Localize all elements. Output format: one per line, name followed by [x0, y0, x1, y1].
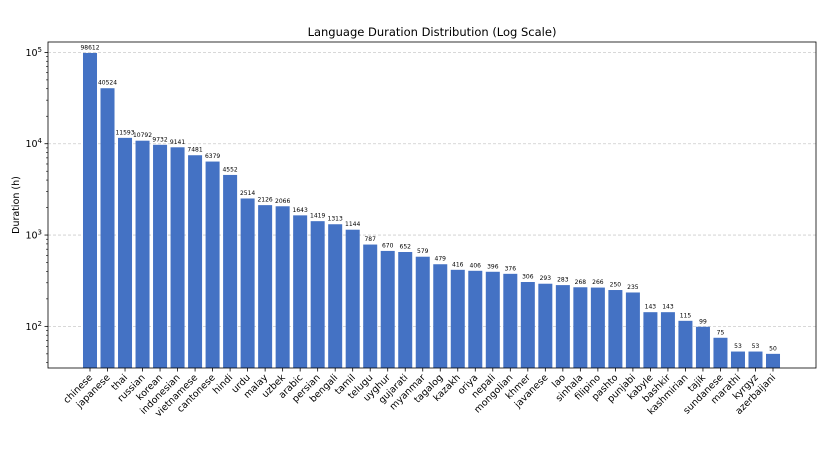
bar-sundanese — [713, 337, 728, 368]
bar-value-label: 9732 — [152, 136, 167, 143]
bar-cantonese — [205, 161, 220, 368]
bar-vietnamese — [188, 155, 203, 368]
bar-value-label: 235 — [627, 284, 639, 291]
bar-value-label: 4552 — [222, 166, 237, 173]
bar-value-label: 98612 — [80, 44, 99, 51]
bar-myanmar — [415, 256, 430, 368]
bar-value-label: 406 — [470, 262, 482, 269]
y-tick-label: 105 — [25, 46, 42, 59]
plot-frame — [47, 41, 817, 369]
bar-value-label: 266 — [592, 279, 604, 286]
bar-value-label: 2126 — [257, 197, 272, 204]
bar-value-label: 7481 — [187, 147, 202, 154]
bar-value-label: 268 — [575, 279, 587, 286]
bar-value-label: 293 — [540, 275, 552, 282]
y-axis-ticks: 102 103 104 105 — [25, 46, 48, 364]
bar-gujarati — [398, 252, 413, 368]
bar-bashkir — [660, 312, 675, 368]
bar-value-label: 143 — [662, 304, 674, 311]
bar-value-label: 50 — [769, 345, 777, 352]
bar-value-label: 376 — [505, 265, 517, 272]
bar-value-label: 99 — [699, 318, 707, 325]
bar-uyghur — [380, 250, 395, 368]
bar-tajik — [695, 326, 710, 368]
bar-uzbek — [275, 206, 290, 368]
bar-value-label: 250 — [610, 282, 622, 289]
bar-kazakh — [450, 269, 465, 368]
bar-value-label: 6379 — [205, 153, 220, 160]
bar-japanese — [100, 88, 115, 368]
bar-value-label: 143 — [645, 304, 657, 311]
bar-sinhala — [573, 287, 588, 368]
y-axis-label: Duration (h) — [11, 176, 22, 234]
bar-value-label: 306 — [522, 274, 534, 281]
bar-value-label: 1419 — [310, 213, 325, 220]
bar-persian — [310, 221, 325, 368]
bar-bengali — [328, 224, 343, 368]
bar-russian — [135, 140, 150, 368]
bar-value-label: 1313 — [328, 216, 343, 223]
bar-pashto — [608, 290, 623, 368]
bar-khmer — [520, 282, 535, 368]
bar-value-label: 75 — [717, 329, 725, 336]
bar-value-label: 396 — [487, 263, 499, 270]
bar-azerbaijani — [765, 353, 781, 368]
bar-value-label: 10792 — [133, 132, 152, 139]
bar-value-label: 40524 — [98, 80, 117, 87]
bar-value-label: 9141 — [170, 139, 185, 146]
bar-value-label: 2066 — [275, 198, 290, 205]
chart-title: Language Duration Distribution (Log Scal… — [308, 25, 557, 39]
bar-lao — [555, 285, 570, 368]
bar-value-label: 53 — [752, 343, 760, 350]
bar-value-label: 787 — [364, 236, 376, 243]
bar-value-label: 53 — [734, 343, 742, 350]
bar-thai — [118, 137, 133, 368]
bar-oriya — [468, 270, 483, 368]
bar-tamil — [345, 229, 360, 368]
bar-value-label: 1643 — [293, 207, 308, 214]
bar-value-label: 283 — [557, 277, 569, 284]
bar-value-label: 579 — [417, 248, 429, 255]
bar-value-label: 416 — [452, 261, 464, 268]
bar-marathi — [730, 351, 745, 368]
bar-punjabi — [625, 292, 640, 368]
bar-kyrgyz — [748, 351, 763, 368]
bar-hindi — [223, 174, 238, 368]
bar-nepali — [485, 271, 500, 368]
bars — [82, 52, 781, 369]
bar-value-label: 11593 — [115, 129, 134, 136]
bar-indonesian — [170, 147, 185, 368]
bar-value-label: 652 — [400, 244, 412, 251]
bar-korean — [153, 144, 168, 368]
bar-value-label: 479 — [435, 256, 447, 263]
bar-kabyle — [643, 312, 658, 368]
y-tick-label: 102 — [25, 320, 42, 333]
bar-arabic — [293, 215, 308, 368]
bar-urdu — [240, 198, 255, 368]
bar-malay — [258, 205, 273, 368]
bar-value-label: 670 — [382, 242, 394, 249]
bar-chinese — [82, 52, 98, 369]
bar-kashmirian — [678, 320, 693, 368]
bar-telugu — [363, 244, 378, 368]
bar-filipino — [590, 287, 605, 368]
y-tick-label: 103 — [25, 229, 42, 242]
bar-mongolian — [503, 273, 518, 368]
bar-tagalog — [433, 264, 448, 368]
bar-javanese — [538, 283, 553, 368]
bar-value-label: 115 — [680, 312, 692, 319]
bar-value-label: 2514 — [240, 190, 255, 197]
y-tick-label: 104 — [25, 137, 42, 150]
bar-value-label: 1144 — [345, 221, 360, 228]
